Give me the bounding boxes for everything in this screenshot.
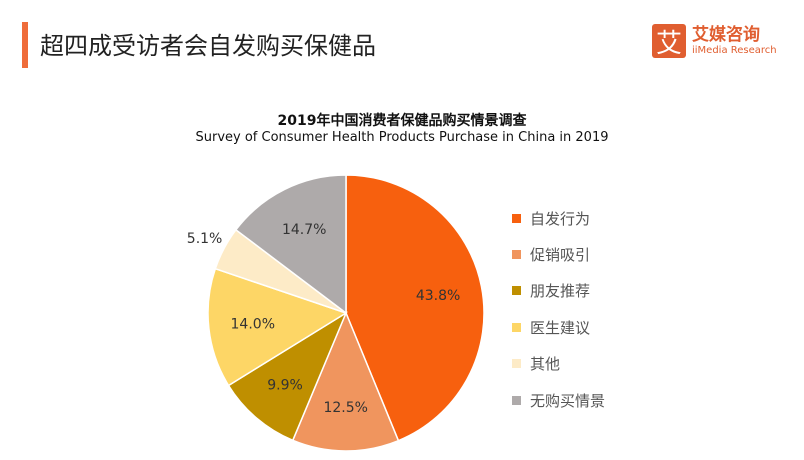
legend-swatch	[512, 359, 521, 369]
pie-slice	[234, 174, 347, 315]
chart-legend: 自发行为促销吸引朋友推荐医生建议其他无购买情景	[512, 200, 605, 418]
logo-mark: 艾	[652, 24, 686, 59]
legend-item: 朋友推荐	[512, 273, 605, 309]
legend-swatch	[512, 286, 521, 296]
logo-name-en: iiMedia Research	[692, 44, 777, 56]
iimedia-logo: 艾 艾媒咨询 iiMedia Research	[652, 24, 777, 59]
logo-name-cn: 艾媒咨询	[692, 24, 760, 45]
legend-label: 其他	[530, 355, 561, 374]
legend-label: 无购买情景	[530, 391, 606, 410]
legend-swatch	[512, 213, 521, 223]
data-label: 14.0%	[231, 317, 275, 333]
chart-title: 2019年中国消费者保健品购买情景调查	[277, 113, 527, 129]
legend-label: 医生建议	[530, 318, 591, 337]
legend-swatch	[512, 250, 521, 260]
legend-label: 自发行为	[530, 209, 591, 228]
data-label: 5.1%	[187, 231, 223, 247]
legend-item: 其他	[512, 346, 605, 382]
legend-item: 无购买情景	[512, 382, 605, 418]
data-label: 12.5%	[323, 400, 367, 416]
legend-item: 促销吸引	[512, 236, 605, 272]
data-label: 43.8%	[416, 288, 460, 304]
pie-slice	[291, 311, 400, 452]
legend-item: 自发行为	[512, 200, 605, 236]
legend-label: 朋友推荐	[530, 282, 591, 301]
data-label: 14.7%	[282, 222, 326, 238]
pie-slice	[345, 174, 485, 442]
chart-subtitle: Survey of Consumer Health Products Purch…	[195, 130, 609, 145]
title-accent-bar	[22, 22, 28, 68]
legend-item: 医生建议	[512, 309, 605, 345]
pie-slice	[227, 311, 348, 442]
page-title: 超四成受访者会自发购买保健品	[40, 32, 376, 60]
data-label: 9.9%	[267, 377, 303, 393]
legend-label: 促销吸引	[530, 246, 591, 265]
legend-swatch	[512, 322, 521, 332]
legend-swatch	[512, 395, 521, 405]
pie-slice	[207, 267, 348, 387]
